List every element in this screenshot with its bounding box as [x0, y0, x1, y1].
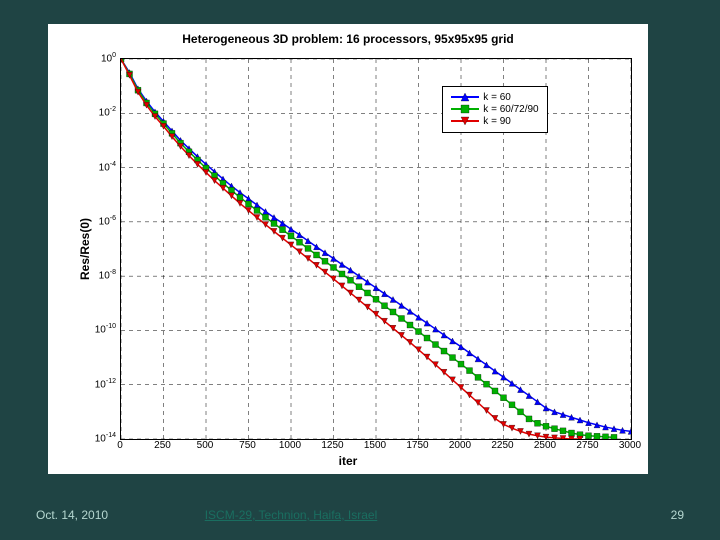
footer-center: ISCM-29, Technion, Haifa, Israel	[205, 508, 378, 522]
legend-row-k90: k = 90	[451, 116, 538, 127]
legend-label: k = 60/72/90	[483, 104, 538, 115]
xtick-label: 2500	[534, 440, 556, 451]
ytick-label: 10-14	[95, 432, 116, 444]
xtick-label: 1500	[364, 440, 386, 451]
legend-row-k60: k = 60	[451, 92, 538, 103]
xtick-label: 500	[197, 440, 214, 451]
legend-marker-k60	[451, 92, 479, 102]
ytick-label: 10-2	[99, 106, 116, 118]
ytick-label: 10-6	[99, 215, 116, 227]
xtick-label: 1250	[321, 440, 343, 451]
legend-marker-kmix	[451, 104, 479, 114]
chart-title: Heterogeneous 3D problem: 16 processors,…	[48, 32, 648, 46]
x-axis-label: iter	[48, 454, 648, 468]
xtick-label: 0	[117, 440, 123, 451]
legend-label: k = 90	[483, 116, 511, 127]
xtick-label: 3000	[619, 440, 641, 451]
legend-label: k = 60	[483, 92, 511, 103]
chart-panel: Heterogeneous 3D problem: 16 processors,…	[48, 24, 648, 474]
legend-row-kmix: k = 60/72/90	[451, 104, 538, 115]
ytick-label: 10-10	[95, 323, 116, 335]
xtick-label: 1750	[406, 440, 428, 451]
plot-svg	[121, 59, 631, 439]
y-axis-label: Res/Res(0)	[78, 218, 92, 280]
slide: Heterogeneous 3D problem: 16 processors,…	[0, 0, 720, 540]
xtick-label: 250	[154, 440, 171, 451]
xtick-label: 2750	[576, 440, 598, 451]
ytick-label: 10-8	[99, 269, 116, 281]
legend-box: k = 60k = 60/72/90k = 90	[442, 86, 547, 133]
footer-page: 29	[671, 508, 684, 522]
xtick-label: 2250	[491, 440, 513, 451]
xtick-label: 2000	[449, 440, 471, 451]
legend-marker-k90	[451, 116, 479, 126]
xtick-label: 750	[239, 440, 256, 451]
ytick-label: 10-12	[95, 378, 116, 390]
ytick-label: 100	[101, 52, 116, 64]
plot-area: k = 60k = 60/72/90k = 90	[120, 58, 632, 440]
ytick-label: 10-4	[99, 161, 116, 173]
footer-date: Oct. 14, 2010	[36, 508, 108, 522]
xtick-label: 1000	[279, 440, 301, 451]
